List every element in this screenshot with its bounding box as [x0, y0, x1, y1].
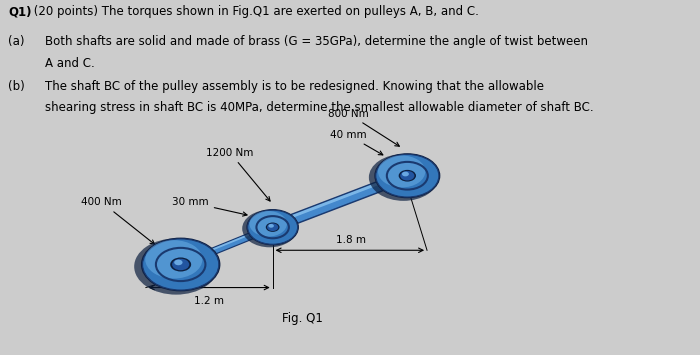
Polygon shape	[267, 164, 434, 231]
Ellipse shape	[267, 223, 279, 231]
Text: 800 Nm: 800 Nm	[328, 109, 399, 146]
Text: (20 points) The torques shown in Fig.Q1 are exerted on pulleys A, B, and C.: (20 points) The torques shown in Fig.Q1 …	[29, 5, 478, 18]
Polygon shape	[269, 164, 427, 226]
Text: 1200 Nm: 1200 Nm	[206, 148, 270, 201]
Text: A and C.: A and C.	[45, 57, 94, 70]
Text: Fig. Q1: Fig. Q1	[282, 312, 323, 325]
Text: A: A	[176, 257, 182, 267]
Text: Q1): Q1)	[8, 5, 32, 18]
Ellipse shape	[143, 239, 219, 290]
Text: 400 Nm: 400 Nm	[81, 197, 155, 244]
Text: Both shafts are solid and made of brass (G = 35GPa), determine the angle of twis: Both shafts are solid and made of brass …	[45, 36, 588, 49]
Ellipse shape	[174, 260, 183, 265]
Ellipse shape	[400, 171, 414, 180]
Polygon shape	[157, 225, 276, 275]
Ellipse shape	[248, 210, 298, 244]
Ellipse shape	[145, 240, 202, 279]
Ellipse shape	[268, 224, 274, 228]
Polygon shape	[157, 225, 272, 272]
Ellipse shape	[376, 154, 439, 197]
Ellipse shape	[170, 257, 191, 272]
Text: (a): (a)	[8, 36, 25, 49]
Polygon shape	[157, 225, 275, 275]
Ellipse shape	[249, 211, 287, 236]
Ellipse shape	[242, 210, 297, 247]
Polygon shape	[269, 164, 433, 230]
Ellipse shape	[247, 210, 298, 245]
Text: 1.8 m: 1.8 m	[337, 235, 367, 245]
Text: 30 mm: 30 mm	[172, 197, 247, 216]
Text: shearing stress in shaft BC is 40MPa, determine the smallest allowable diameter : shearing stress in shaft BC is 40MPa, de…	[45, 101, 594, 114]
Ellipse shape	[369, 154, 438, 201]
Ellipse shape	[266, 223, 279, 232]
Text: 40 mm: 40 mm	[330, 130, 383, 155]
Ellipse shape	[134, 239, 218, 295]
Text: C: C	[402, 168, 409, 178]
Ellipse shape	[141, 238, 220, 291]
Ellipse shape	[378, 155, 426, 187]
Ellipse shape	[172, 259, 189, 270]
Ellipse shape	[402, 172, 409, 176]
Ellipse shape	[399, 170, 416, 181]
Ellipse shape	[375, 154, 440, 197]
Text: B: B	[268, 219, 274, 229]
Text: (b): (b)	[8, 80, 25, 93]
Text: 1.2 m: 1.2 m	[194, 296, 224, 306]
Text: The shaft BC of the pulley assembly is to be redesigned. Knowing that the allowa: The shaft BC of the pulley assembly is t…	[45, 80, 544, 93]
